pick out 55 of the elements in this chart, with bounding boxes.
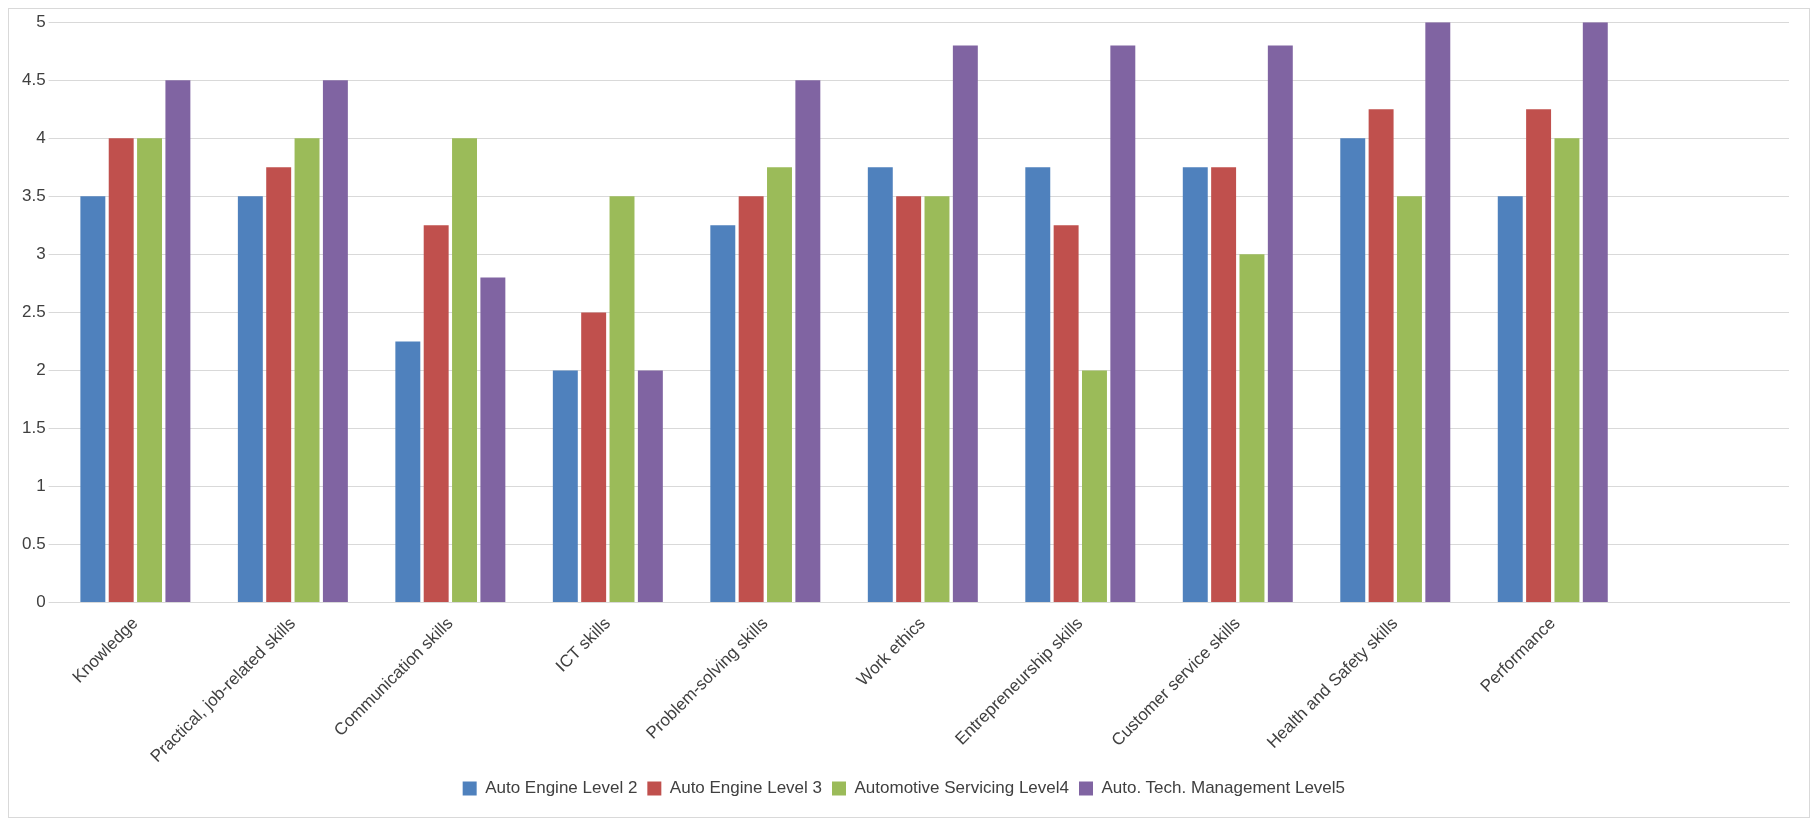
bar (1239, 254, 1265, 603)
bar (165, 80, 191, 603)
bar (1425, 22, 1451, 603)
bar (1582, 22, 1608, 603)
y-tick-label: 0.5 (21, 534, 46, 554)
bar (1368, 109, 1394, 603)
bar (1025, 167, 1051, 603)
y-tick-label: 1.5 (21, 418, 46, 438)
bar (552, 370, 578, 603)
bar (1110, 45, 1136, 603)
bar (867, 167, 893, 603)
bar (1267, 45, 1293, 603)
y-tick-label: 4.5 (21, 69, 46, 89)
bar (795, 80, 821, 603)
y-tick-label: 5 (36, 11, 46, 31)
y-tick-label: 0 (36, 592, 46, 612)
legend-label: Automotive Servicing Level4 (854, 778, 1070, 798)
y-tick-label: 3 (36, 244, 46, 264)
bar (710, 225, 736, 603)
bar (637, 370, 663, 603)
legend-label: Auto Engine Level 2 (485, 778, 638, 798)
bar (80, 196, 106, 603)
y-tick-label: 3.5 (21, 186, 46, 206)
bar (480, 277, 506, 603)
bar (1340, 138, 1366, 603)
bar (1053, 225, 1079, 603)
bar (1497, 196, 1523, 603)
bar (423, 225, 449, 603)
bar (322, 80, 348, 603)
bar (395, 341, 421, 603)
bar (1554, 138, 1580, 603)
legend-label: Auto. Tech. Management Level5 (1101, 778, 1346, 798)
bar (294, 138, 320, 603)
bar (1211, 167, 1237, 603)
bar (581, 312, 607, 603)
y-tick-label: 2 (36, 360, 46, 380)
bar (1182, 167, 1208, 603)
bar (767, 167, 792, 603)
bar (1526, 109, 1552, 603)
bar (237, 196, 263, 603)
y-tick-label: 4 (36, 127, 46, 147)
bar (924, 196, 950, 603)
bar (452, 138, 477, 603)
bar (108, 138, 134, 603)
y-tick-label: 2.5 (21, 302, 46, 322)
bar (896, 196, 922, 603)
legend-label: Auto Engine Level 3 (669, 778, 823, 798)
y-tick-label: 1 (36, 476, 46, 496)
bar (738, 196, 764, 603)
bar (609, 196, 635, 603)
bar (1396, 196, 1422, 603)
bar (266, 167, 292, 603)
bar (1082, 370, 1107, 603)
bar (137, 138, 163, 603)
bar (952, 45, 978, 603)
